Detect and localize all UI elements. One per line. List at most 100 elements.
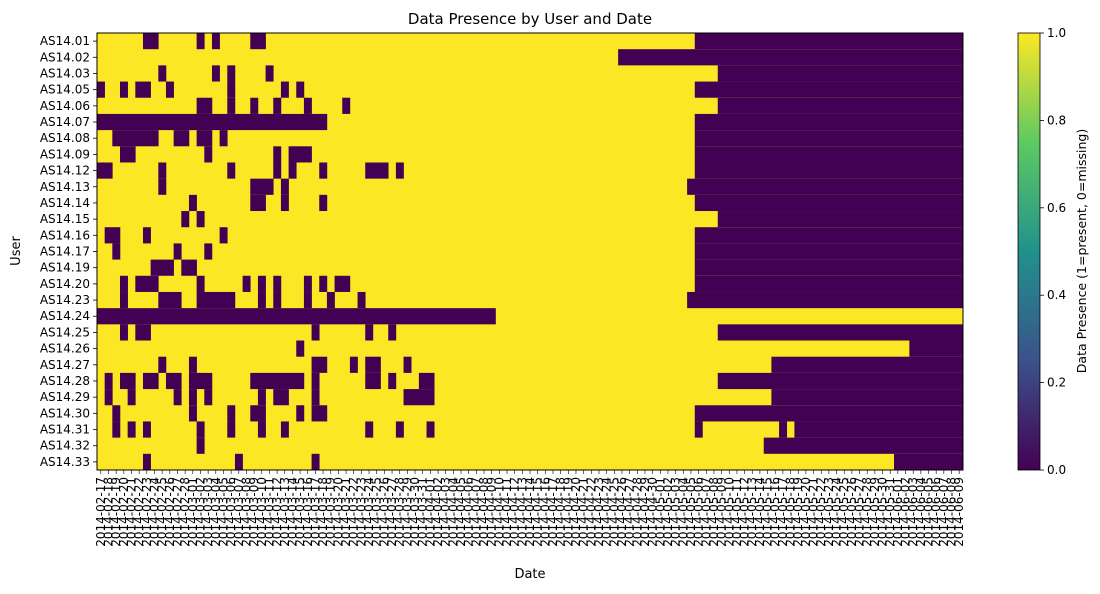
x-tick-label: 2014-03-07	[232, 477, 246, 547]
x-tick-label: 2014-02-21	[124, 477, 138, 547]
missing-cell	[273, 97, 282, 115]
missing-cell	[273, 291, 282, 309]
missing-cell	[280, 178, 289, 196]
row-present-AS14.32	[97, 437, 963, 455]
x-tick-label: 2014-04-23	[592, 477, 606, 547]
row-present-AS14.31	[97, 421, 963, 439]
y-tick-label: AS14.27	[40, 358, 90, 372]
x-tick-label: 2014-02-27	[170, 477, 184, 547]
x-tick-label: 2014-05-20	[799, 477, 813, 547]
y-tick-label: AS14.32	[40, 439, 90, 453]
heatmap-cells	[97, 33, 964, 471]
missing-cell	[119, 372, 136, 390]
x-tick-label: 2014-03-05	[216, 477, 230, 547]
missing-cell	[142, 453, 151, 471]
missing-cell	[418, 372, 435, 390]
x-tick-label: 2014-02-25	[155, 477, 169, 547]
x-tick-label: 2014-04-21	[577, 477, 591, 547]
x-tick-label: 2014-06-06	[929, 477, 943, 547]
missing-cell	[196, 130, 213, 147]
missing-cell	[694, 243, 964, 260]
x-tick-label: 2014-02-28	[178, 477, 192, 547]
x-tick-label: 2014-05-29	[868, 477, 882, 547]
missing-cell	[771, 356, 964, 374]
x-tick-label: 2014-05-01	[653, 477, 667, 547]
missing-cell	[342, 97, 351, 115]
missing-cell	[158, 291, 182, 309]
missing-cell	[365, 324, 374, 341]
y-tick-label: AS14.12	[40, 164, 90, 178]
y-tick-label: AS14.08	[40, 131, 90, 145]
missing-cell	[165, 372, 182, 390]
missing-cell	[280, 194, 289, 212]
missing-cell	[365, 372, 381, 390]
x-tick-label: 2014-05-16	[768, 477, 782, 547]
x-tick-label: 2014-05-18	[784, 477, 798, 547]
x-tick-label: 2014-03-10	[255, 477, 269, 547]
missing-cell	[112, 405, 121, 422]
missing-cell	[142, 372, 159, 390]
colorbar-gradient	[1017, 32, 1041, 471]
missing-cell	[694, 162, 964, 180]
x-tick-label: 2014-04-07	[469, 477, 483, 547]
missing-cell	[227, 65, 236, 82]
missing-cell	[135, 275, 159, 293]
x-tick-label: 2014-03-14	[285, 477, 299, 547]
x-tick-label: 2014-02-26	[163, 477, 177, 547]
x-tick-label: 2014-05-21	[807, 477, 821, 547]
x-tick-label: 2014-05-03	[669, 477, 683, 547]
missing-cell	[717, 65, 964, 82]
missing-cell	[196, 421, 205, 439]
missing-cell	[227, 162, 236, 180]
x-tick-label: 2014-03-18	[316, 477, 330, 547]
missing-cell	[250, 33, 266, 50]
missing-cell	[273, 389, 289, 406]
missing-cell	[357, 291, 366, 309]
missing-cell	[112, 243, 121, 260]
missing-cell	[196, 291, 236, 309]
missing-cell	[388, 324, 397, 341]
x-tick-label: 2014-06-02	[899, 477, 913, 547]
missing-cell	[303, 291, 312, 309]
x-tick-label: 2014-02-22	[132, 477, 146, 547]
missing-cell	[296, 81, 305, 99]
missing-cell	[694, 405, 964, 422]
x-tick-label: 2014-05-10	[722, 477, 736, 547]
missing-cell	[219, 227, 228, 244]
missing-cell	[403, 356, 412, 374]
x-tick-label: 2014-05-04	[676, 477, 690, 547]
missing-cell	[227, 405, 236, 422]
y-tick-label: AS14.16	[40, 228, 90, 242]
row-present-AS14.26	[97, 340, 963, 358]
x-tick-label: 2014-05-07	[699, 477, 713, 547]
x-tick-label: 2014-03-31	[416, 477, 430, 547]
missing-cell	[196, 211, 205, 228]
x-tick-label: 2014-06-05	[922, 477, 936, 547]
missing-cell	[303, 97, 312, 115]
missing-cell	[311, 389, 320, 406]
missing-cell	[97, 308, 496, 325]
x-tick-label: 2014-04-02	[431, 477, 445, 547]
x-tick-label: 2014-06-08	[945, 477, 959, 547]
x-tick-label: 2014-04-16	[538, 477, 552, 547]
missing-cell	[196, 437, 205, 455]
missing-cell	[165, 81, 174, 99]
x-tick-label: 2014-05-24	[830, 477, 844, 547]
missing-cell	[204, 243, 213, 260]
missing-cell	[119, 81, 128, 99]
missing-cell	[280, 421, 289, 439]
x-tick-label: 2014-04-19	[561, 477, 575, 547]
y-tick-label: AS14.28	[40, 374, 90, 388]
y-tick-label: AS14.14	[40, 196, 90, 210]
missing-cell	[173, 130, 190, 147]
x-tick-label: 2014-03-02	[193, 477, 207, 547]
x-tick-label: 2014-03-16	[301, 477, 315, 547]
x-tick-label: 2014-06-01	[891, 477, 905, 547]
x-tick-label: 2014-02-17	[94, 477, 108, 547]
colorbar-tick-label: 0.0	[1047, 463, 1066, 477]
missing-cell	[250, 178, 274, 196]
x-tick-label: 2014-02-20	[117, 477, 131, 547]
missing-cell	[234, 453, 243, 471]
missing-cell	[694, 421, 703, 439]
y-tick-label: AS14.15	[40, 212, 90, 226]
